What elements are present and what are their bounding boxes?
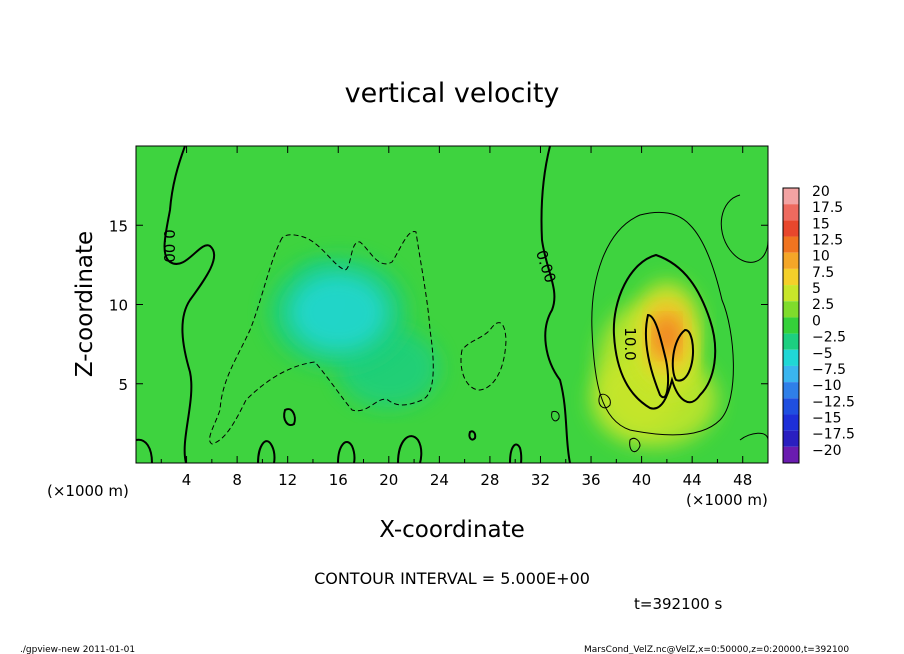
contour-label-zero-left: 0.00 <box>160 229 178 262</box>
small-contour-4 <box>739 432 768 441</box>
positive-blob-4 <box>337 441 356 463</box>
x-unit-right: (×1000 m) <box>686 491 768 509</box>
positive-blob-2 <box>468 430 477 441</box>
colorbar-label: 17.5 <box>812 200 843 216</box>
colorbar-segment <box>783 252 799 269</box>
colorbar-label: 12.5 <box>812 233 843 249</box>
colorbar-label: 7.5 <box>812 265 834 281</box>
colorbar-label: 5 <box>812 281 821 297</box>
x-tick-label: 32 <box>531 471 550 489</box>
field-blob-7-3 <box>655 318 679 354</box>
small-contour-1 <box>598 393 611 409</box>
colorbar-segment <box>783 414 799 431</box>
x-unit-left: (×1000 m) <box>47 482 129 500</box>
colorbar-segment <box>783 365 799 383</box>
contour-label-ten: 10.0 <box>621 327 639 360</box>
small-contour-3 <box>629 437 641 453</box>
y-tick-label: 15 <box>109 217 128 235</box>
colorbar-segment <box>783 188 799 205</box>
positive-blob-3 <box>397 435 423 463</box>
footer-right: MarsCond_VelZ.nc@VelZ,x=0:50000,z=0:2000… <box>584 645 849 654</box>
positive-blob-6 <box>257 440 276 463</box>
ten-contour-outer <box>612 253 717 410</box>
positive-blob-7 <box>509 443 523 463</box>
x-tick-label: 48 <box>733 471 752 489</box>
field-blob-6-1 <box>289 273 387 352</box>
y-axis-label: Z-coordinate <box>72 231 98 377</box>
chart-title: vertical velocity <box>345 78 560 109</box>
x-tick-label: 36 <box>581 471 600 489</box>
x-tick-label: 44 <box>683 471 702 489</box>
x-tick-label: 20 <box>379 471 398 489</box>
colorbar-label: 10 <box>812 249 830 265</box>
colorbar-label: −17.5 <box>812 427 855 443</box>
colorbar-label: −12.5 <box>812 394 855 410</box>
negative-contour-main <box>209 231 434 445</box>
colorbar-segment <box>783 220 799 237</box>
contour-upper-right <box>720 194 768 263</box>
colorbar-label: −2.5 <box>812 330 846 346</box>
colorbar-frame <box>782 187 800 464</box>
x-tick-label: 8 <box>232 471 242 489</box>
time-text: t=392100 s <box>634 595 722 613</box>
ten-contour-inner <box>644 313 669 399</box>
five-contour <box>591 212 734 436</box>
colorbar-segment <box>783 382 799 399</box>
colorbar-segment <box>783 333 799 350</box>
colorbar-segment <box>783 301 799 318</box>
colorbar-segment <box>783 349 799 366</box>
y-tick-label: 5 <box>118 376 128 394</box>
colorbar-segment <box>783 430 799 447</box>
positive-blob-5 <box>136 438 153 463</box>
colorbar-segment <box>783 317 799 334</box>
colorbar-label: −20 <box>812 443 842 459</box>
x-tick-label: 4 <box>182 471 192 489</box>
x-tick-label: 40 <box>632 471 651 489</box>
x-tick-label: 28 <box>480 471 499 489</box>
colorbar-label: 20 <box>812 184 830 200</box>
zero-contour-right <box>540 146 571 463</box>
y-axis: 5 10 15 <box>109 217 768 394</box>
colorbar-segment <box>783 268 799 286</box>
colorbar-segment <box>783 398 799 415</box>
contour-interval-text: CONTOUR INTERVAL = 5.000E+00 <box>314 569 590 588</box>
colorbar-label: 15 <box>812 216 830 232</box>
colorbar-label: 0 <box>812 313 821 329</box>
colorbar-segment <box>783 236 799 253</box>
colorbar-label: 2.5 <box>812 297 834 313</box>
colorbar-label: −7.5 <box>812 362 846 378</box>
colorbar-label: −5 <box>812 346 833 362</box>
colorbar-label: −15 <box>812 410 842 426</box>
x-tick-label: 16 <box>329 471 348 489</box>
y-tick-label: 10 <box>109 297 128 315</box>
colorbar: 2017.51512.5107.552.50−2.5−5−7.5−10−12.5… <box>782 184 855 464</box>
colorbar-label: −10 <box>812 378 842 394</box>
zero-contour-left <box>163 146 216 463</box>
positive-blob-1 <box>283 408 296 426</box>
plot-area: 0.00 0.00 10.0 <box>135 145 769 464</box>
colorbar-segment <box>783 204 799 221</box>
colorbar-segment <box>783 285 799 302</box>
small-contour-2 <box>551 410 560 422</box>
colorbar-segment <box>783 446 799 463</box>
contour-lines <box>136 146 768 463</box>
x-axis: 4 8 12 16 20 24 28 32 36 40 44 48 <box>160 146 752 489</box>
x-tick-label: 24 <box>430 471 449 489</box>
ten-contour-core <box>671 328 694 382</box>
x-tick-label: 12 <box>278 471 297 489</box>
x-axis-label: X-coordinate <box>379 517 525 543</box>
footer-left: ./gpview-new 2011-01-01 <box>20 645 135 654</box>
negative-contour-right <box>460 322 507 391</box>
